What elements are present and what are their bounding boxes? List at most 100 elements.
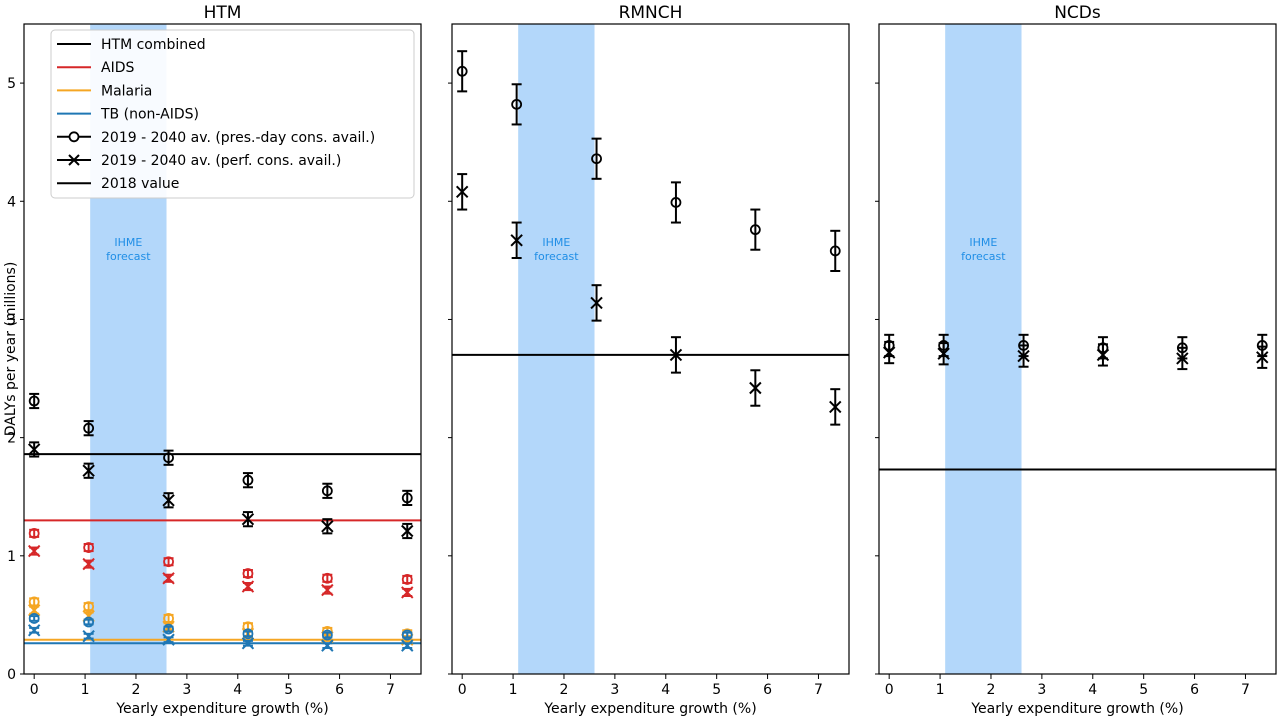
- legend-label: AIDS: [101, 60, 134, 76]
- plot-frame: [878, 23, 1277, 675]
- cross-point: [829, 400, 842, 414]
- circle-point: [28, 395, 40, 407]
- x-tick-label: 5: [284, 682, 293, 698]
- cross-point: [1017, 349, 1030, 363]
- x-tick-label: 7: [1241, 682, 1250, 698]
- circle-point: [749, 224, 761, 236]
- x-tick-label: 1: [936, 682, 945, 698]
- band-label: forecast: [534, 250, 579, 263]
- cross-point: [27, 603, 41, 617]
- x-tick-label: 0: [30, 682, 39, 698]
- cross-point: [321, 520, 334, 533]
- circle-point: [321, 572, 333, 584]
- circle-point: [456, 65, 468, 77]
- legend-item: TB (non-AIDS): [57, 107, 199, 123]
- cross-point: [1176, 352, 1189, 365]
- panel-title: RMNCH: [619, 3, 683, 23]
- circle-point: [591, 153, 602, 165]
- circle-point: [28, 527, 40, 539]
- y-tick-label: 4: [7, 194, 16, 210]
- x-tick-label: 4: [661, 682, 670, 698]
- x-tick-label: 1: [509, 682, 518, 698]
- legend-item: Malaria: [57, 83, 152, 99]
- cross-point: [882, 346, 896, 359]
- circle-point: [163, 452, 174, 464]
- legend-item: AIDS: [57, 60, 134, 76]
- panel-title: HTM: [204, 3, 242, 23]
- cross-point: [669, 348, 683, 362]
- cross-point: [510, 234, 523, 247]
- circle-point: [242, 628, 254, 640]
- cross-point: [27, 544, 41, 558]
- cross-point: [321, 583, 334, 597]
- y-tick-label: 1: [7, 549, 16, 565]
- cross-point: [162, 633, 175, 646]
- circle-point: [28, 613, 40, 624]
- x-tick-label: 0: [458, 682, 467, 698]
- x-tick-label: 3: [1037, 682, 1046, 698]
- x-tick-label: 5: [1139, 682, 1148, 698]
- circle-point: [83, 542, 95, 553]
- cross-point: [1096, 348, 1110, 362]
- panel-title: NCDs: [1054, 3, 1101, 23]
- x-axis-label: Yearly expenditure growth (%): [115, 701, 328, 717]
- legend-label: 2019 - 2040 av. (pres.-day cons. avail.): [101, 130, 375, 146]
- ihme-forecast-band: [518, 24, 595, 674]
- cross-point: [241, 512, 255, 526]
- legend-circle-marker: [68, 131, 80, 143]
- cross-point: [321, 639, 334, 652]
- x-tick-label: 2: [132, 682, 141, 698]
- x-tick-label: 6: [1190, 682, 1199, 698]
- circle-point: [511, 98, 523, 110]
- cross-point: [1256, 351, 1269, 364]
- x-tick-label: 7: [386, 682, 395, 698]
- x-axis-label: Yearly expenditure growth (%): [970, 701, 1183, 717]
- circle-point: [401, 492, 413, 504]
- x-tick-label: 5: [712, 682, 721, 698]
- circle-point: [83, 616, 95, 628]
- band-label: IHME: [969, 236, 997, 249]
- cross-point: [241, 580, 255, 593]
- circle-point: [163, 623, 174, 635]
- circle-point: [83, 601, 95, 613]
- x-axis-label: Yearly expenditure growth (%): [543, 701, 756, 717]
- x-tick-label: 6: [335, 682, 344, 698]
- x-tick-label: 2: [987, 682, 996, 698]
- cross-point: [162, 572, 175, 585]
- x-tick-label: 1: [81, 682, 90, 698]
- band-label: forecast: [106, 250, 151, 263]
- band-label: forecast: [961, 250, 1006, 263]
- legend: HTM combined AIDS Malaria TB (non-AIDS) 2019…: [50, 29, 415, 199]
- cross-point: [401, 524, 414, 538]
- cross-point: [455, 185, 469, 199]
- cross-point: [82, 464, 95, 477]
- legend-label: TB (non-AIDS): [100, 107, 199, 123]
- cross-point: [590, 296, 603, 310]
- circle-point: [83, 422, 95, 434]
- cross-point: [401, 586, 414, 599]
- x-tick-label: 2: [560, 682, 569, 698]
- circle-point: [321, 485, 333, 497]
- cross-point: [937, 347, 950, 360]
- x-tick-label: 4: [1088, 682, 1097, 698]
- plot-frame: [23, 23, 422, 675]
- cross-point: [162, 494, 175, 507]
- legend-item: HTM combined: [57, 37, 206, 53]
- x-tick-label: 7: [814, 682, 823, 698]
- y-tick-label: 2: [7, 431, 16, 447]
- legend-label: Malaria: [101, 83, 152, 99]
- x-tick-label: 4: [233, 682, 242, 698]
- y-axis-label: DALYs per year (millions): [3, 262, 19, 437]
- circle-point: [242, 474, 254, 486]
- circle-point: [242, 568, 254, 579]
- cross-point: [401, 639, 414, 652]
- legend-label: 2018 value: [101, 176, 179, 192]
- circle-point: [321, 629, 333, 641]
- cross-point: [82, 629, 95, 643]
- circle-point: [829, 245, 841, 257]
- legend-item: 2018 value: [57, 176, 179, 192]
- circle-point: [401, 629, 413, 641]
- cross-point: [27, 624, 41, 637]
